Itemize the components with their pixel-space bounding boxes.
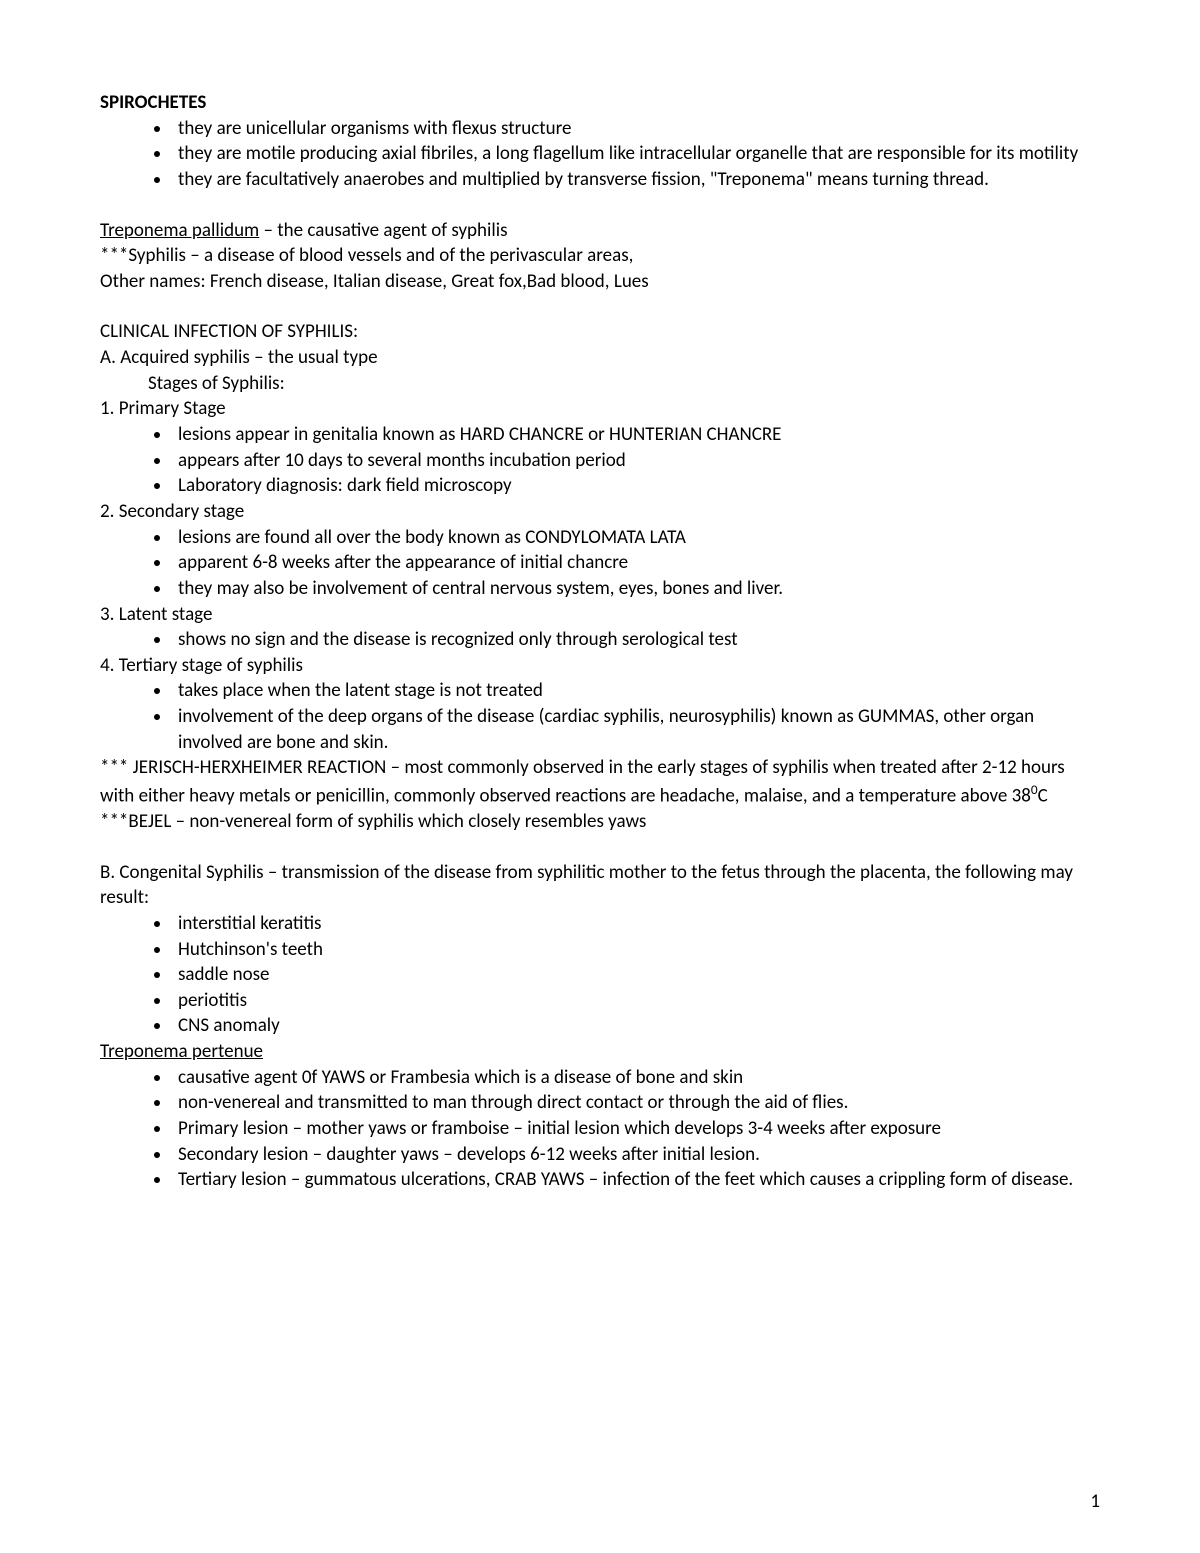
list-item: apparent 6-8 weeks after the appearance … [172,550,1100,576]
stage2-heading: 2. Secondary stage [100,499,1100,525]
list-item: Hutchinson's teeth [172,937,1100,963]
title: SPIROCHETES [100,90,1100,116]
treponema-pallidum-heading: Treponema pallidum – the causative agent… [100,218,1100,244]
stage3-heading: 3. Latent stage [100,602,1100,628]
acquired-heading: A. Acquired syphilis – the usual type [100,345,1100,371]
list-item: non-venereal and transmitted to man thro… [172,1090,1100,1116]
list-item: they may also be involvement of central … [172,576,1100,602]
list-item: they are motile producing axial fibriles… [172,141,1100,167]
list-item: Secondary lesion – daughter yaws – devel… [172,1142,1100,1168]
list-item: appears after 10 days to several months … [172,448,1100,474]
stage1-list: lesions appear in genitalia known as HAR… [100,422,1100,499]
jerisch-note: *** JERISCH-HERXHEIMER REACTION – most c… [100,755,1100,809]
stage2-list: lesions are found all over the body know… [100,525,1100,602]
syphilis-note: ***Syphilis – a disease of blood vessels… [100,243,1100,269]
list-item: involvement of the deep organs of the di… [172,704,1100,755]
congenital-heading: B. Congenital Syphilis – transmission of… [100,860,1100,911]
congenital-list: interstitial keratitis Hutchinson's teet… [100,911,1100,1039]
jerisch-suffix: C [1038,784,1048,807]
underlined-name: Treponema pallidum [100,219,259,242]
document-page: SPIROCHETES they are unicellular organis… [0,0,1200,1553]
bejel-note: ***BEJEL – non-venereal form of syphilis… [100,809,1100,835]
list-item: they are facultatively anaerobes and mul… [172,167,1100,193]
other-names: Other names: French disease, Italian dis… [100,269,1100,295]
list-item: shows no sign and the disease is recogni… [172,627,1100,653]
list-item: CNS anomaly [172,1013,1100,1039]
stage4-heading: 4. Tertiary stage of syphilis [100,653,1100,679]
jerisch-superscript: 0 [1031,781,1038,798]
pertenue-heading: Treponema pertenue [100,1039,1100,1065]
list-item: Laboratory diagnosis: dark field microsc… [172,473,1100,499]
list-item: saddle nose [172,962,1100,988]
page-number: 1 [1090,1489,1100,1515]
list-item: they are unicellular organisms with flex… [172,116,1100,142]
intro-list: they are unicellular organisms with flex… [100,116,1100,193]
list-item: Tertiary lesion – gummatous ulcerations,… [172,1167,1100,1193]
list-item: causative agent 0f YAWS or Frambesia whi… [172,1065,1100,1091]
stage1-heading: 1. Primary Stage [100,396,1100,422]
stages-label: Stages of Syphilis: [100,371,1100,397]
stage3-list: shows no sign and the disease is recogni… [100,627,1100,653]
list-item: lesions are found all over the body know… [172,525,1100,551]
jerisch-prefix: *** JERISCH-HERXHEIMER REACTION – most c… [100,756,1065,807]
list-item: Primary lesion – mother yaws or frambois… [172,1116,1100,1142]
clinical-heading: CLINICAL INFECTION OF SYPHILIS: [100,319,1100,345]
list-item: periotitis [172,988,1100,1014]
list-item: interstitial keratitis [172,911,1100,937]
heading-rest: – the causative agent of syphilis [259,219,507,242]
list-item: takes place when the latent stage is not… [172,678,1100,704]
pertenue-list: causative agent 0f YAWS or Frambesia whi… [100,1065,1100,1193]
list-item: lesions appear in genitalia known as HAR… [172,422,1100,448]
stage4-list: takes place when the latent stage is not… [100,678,1100,755]
